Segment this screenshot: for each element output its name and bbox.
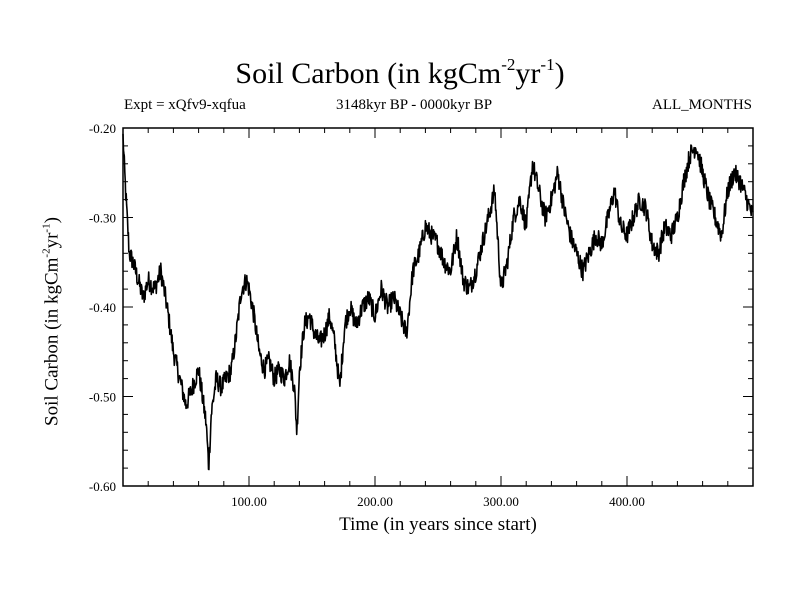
y-tick-label: -0.50 [89, 390, 116, 405]
months-label: ALL_MONTHS [652, 97, 752, 113]
x-axis-label: Time (in years since start) [339, 514, 537, 535]
plot-frame [122, 127, 754, 487]
x-tick-label: 400.00 [609, 494, 645, 509]
y-tick-label: -0.60 [89, 479, 116, 494]
period-label: 3148kyr BP - 0000kyr BP [336, 97, 493, 113]
y-tick-label: -0.40 [89, 300, 116, 315]
tick-labels: -0.60 -0.50 -0.40 -0.30 -0.20 100.00 200.00 300… [89, 121, 645, 509]
experiment-label: Expt = xQfv9-xqfua [124, 97, 246, 113]
chart-title: Soil Carbon (in kgCm-2yr-1) [235, 55, 565, 90]
y-tick-label: -0.20 [89, 121, 116, 136]
x-tick-label: 200.00 [357, 494, 393, 509]
series-line [122, 133, 754, 471]
series-layer [122, 133, 754, 471]
y-tick-label: -0.30 [89, 211, 116, 226]
x-tick-label: 100.00 [231, 494, 267, 509]
axis-ticks [123, 127, 753, 487]
x-tick-label: 300.00 [483, 494, 519, 509]
